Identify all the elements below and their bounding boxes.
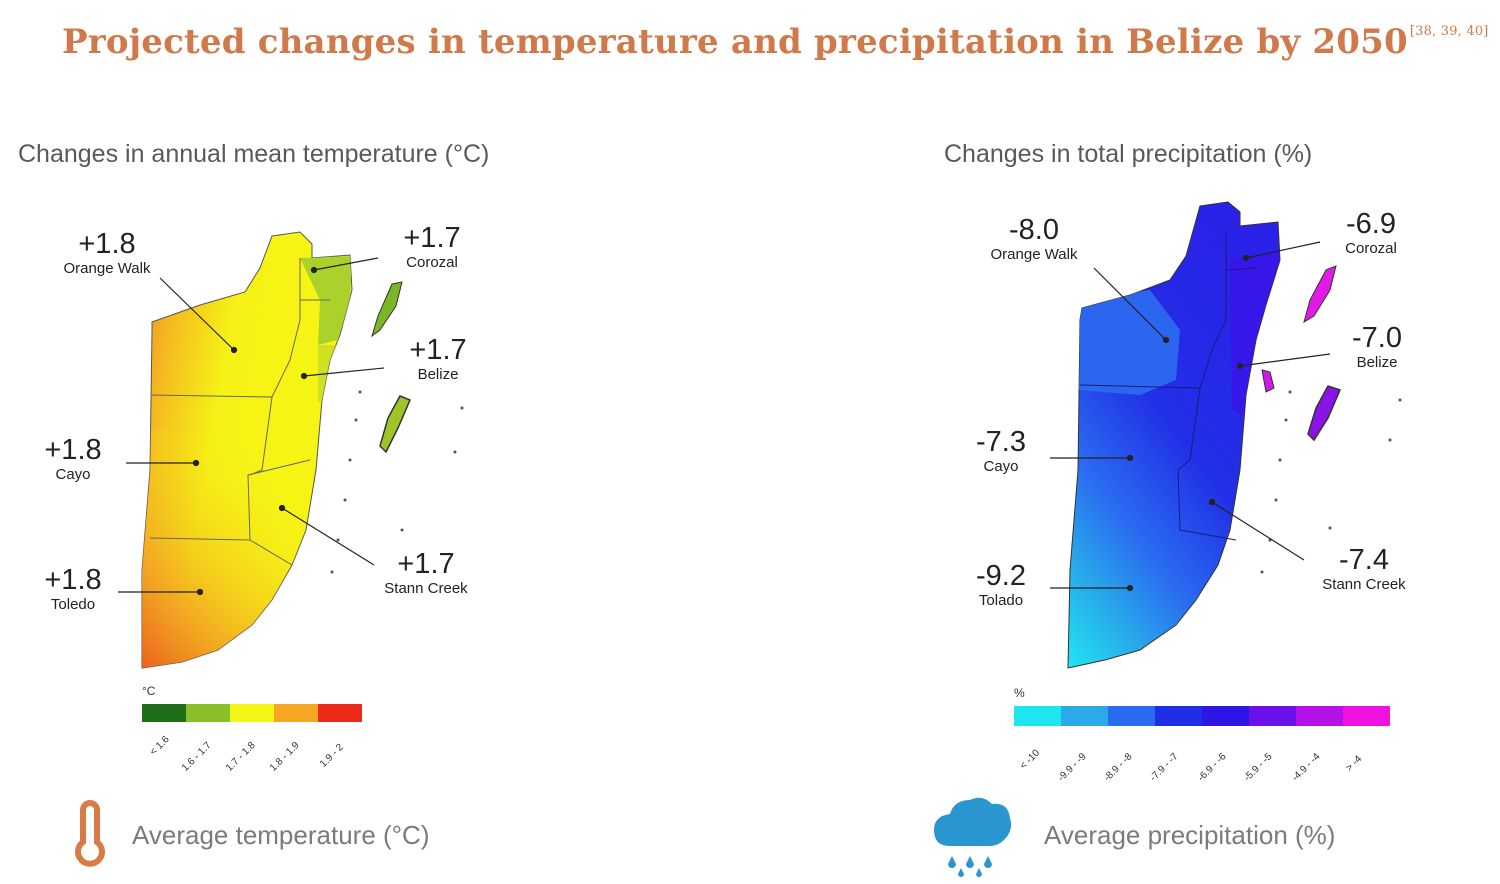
- prec-name-orange-walk: Orange Walk: [990, 246, 1078, 263]
- precip-cayes-dots: [1260, 390, 1402, 574]
- temp-label-belize: +1.7 Belize: [386, 334, 490, 383]
- temp-legend-swatch-5: [318, 704, 362, 722]
- prec-legend-swatch-8: [1343, 706, 1390, 726]
- precipitation-map-subtitle: Changes in total precipitation (%): [944, 140, 1313, 168]
- prec-value-orange-walk: -8.0: [1009, 214, 1059, 246]
- prec-label-belize: -7.0 Belize: [1330, 322, 1424, 371]
- temp-legend-swatch-3: [230, 704, 274, 722]
- prec-name-corozal: Corozal: [1345, 240, 1397, 257]
- prec-legend-swatch-7: [1296, 706, 1343, 726]
- temp-name-belize: Belize: [417, 366, 459, 383]
- coastal-cayes-precip: [1261, 369, 1275, 393]
- temp-name-toledo: Toledo: [50, 596, 96, 613]
- temp-legend-unit: °C: [142, 684, 156, 698]
- title-references: [38, 39, 40]: [1409, 24, 1489, 39]
- prec-name-cayo: Cayo: [983, 458, 1019, 475]
- ambergris-caye-precip: [1303, 265, 1337, 324]
- title-text: Projected changes in temperature and pre…: [62, 22, 1408, 62]
- precipitation-map: [1050, 201, 1402, 669]
- temp-value-cayo: +1.8: [44, 434, 102, 466]
- prec-label-stann-creek: -7.4 Stann Creek: [1304, 544, 1424, 593]
- temp-value-orange-walk: +1.8: [78, 228, 136, 260]
- prec-legend-swatch-1: [1014, 706, 1061, 726]
- temp-value-belize: +1.7: [409, 334, 467, 366]
- ambergris-caye: [371, 281, 403, 338]
- precipitation-district-borders: [1079, 230, 1257, 541]
- precipitation-leader-lines: [1050, 241, 1331, 592]
- prec-name-stann-creek: Stann Creek: [1322, 576, 1406, 593]
- temperature-map-subtitle: Changes in annual mean temperature (°C): [18, 140, 490, 168]
- thermometer-icon: [75, 800, 105, 867]
- prec-label-orange-walk: -8.0 Orange Walk: [970, 214, 1098, 263]
- prec-value-toledo: -9.2: [976, 560, 1026, 592]
- temperature-map: [118, 231, 464, 669]
- turneffe-atoll: [379, 395, 411, 454]
- prec-legend-unit: %: [1014, 686, 1025, 700]
- average-temperature-label: Average temperature (°C): [132, 820, 430, 850]
- prec-name-toledo: Tolado: [978, 592, 1024, 609]
- temp-label-stann-creek: +1.7 Stann Creek: [366, 548, 486, 597]
- raindrops: [948, 856, 992, 877]
- page-title: Projected changes in temperature and pre…: [62, 22, 1489, 62]
- temp-name-orange-walk: Orange Walk: [63, 260, 151, 277]
- prec-legend-swatch-3: [1108, 706, 1155, 726]
- temperature-legend-bar: [142, 704, 362, 722]
- rain-cloud-icon: [934, 797, 1012, 877]
- prec-legend-swatch-2: [1061, 706, 1108, 726]
- precipitation-legend-bar: [1014, 706, 1390, 726]
- temp-value-corozal: +1.7: [403, 222, 461, 254]
- temp-label-corozal: +1.7 Corozal: [380, 222, 484, 271]
- prec-value-cayo: -7.3: [976, 426, 1026, 458]
- prec-label-cayo: -7.3 Cayo: [954, 426, 1048, 475]
- temp-label-cayo: +1.8 Cayo: [26, 434, 120, 483]
- temp-name-corozal: Corozal: [406, 254, 458, 271]
- temp-label-toledo: +1.8 Toledo: [26, 564, 120, 613]
- prec-value-stann-creek: -7.4: [1339, 544, 1389, 576]
- prec-label-toledo: -9.2 Tolado: [954, 560, 1048, 609]
- temp-value-toledo: +1.8: [44, 564, 102, 596]
- cayes-dots: [330, 390, 464, 574]
- prec-legend-swatch-6: [1249, 706, 1296, 726]
- temperature-district-borders: [149, 258, 330, 566]
- prec-value-belize: -7.0: [1352, 322, 1402, 354]
- prec-legend-swatch-4: [1155, 706, 1202, 726]
- temp-legend-swatch-4: [274, 704, 318, 722]
- temp-legend-swatch-2: [186, 704, 230, 722]
- temperature-leader-lines: [118, 257, 385, 596]
- prec-value-corozal: -6.9: [1346, 208, 1396, 240]
- turneffe-atoll-precip: [1307, 385, 1342, 442]
- temp-value-stann-creek: +1.7: [397, 548, 455, 580]
- prec-legend-swatch-5: [1202, 706, 1249, 726]
- prec-label-corozal: -6.9 Corozal: [1324, 208, 1418, 257]
- temp-name-stann-creek: Stann Creek: [384, 580, 468, 597]
- temp-label-orange-walk: +1.8 Orange Walk: [40, 228, 174, 277]
- average-precipitation-label: Average precipitation (%): [1044, 820, 1336, 850]
- prec-name-belize: Belize: [1356, 354, 1398, 371]
- temp-legend-swatch-1: [142, 704, 186, 722]
- temp-name-cayo: Cayo: [55, 466, 91, 483]
